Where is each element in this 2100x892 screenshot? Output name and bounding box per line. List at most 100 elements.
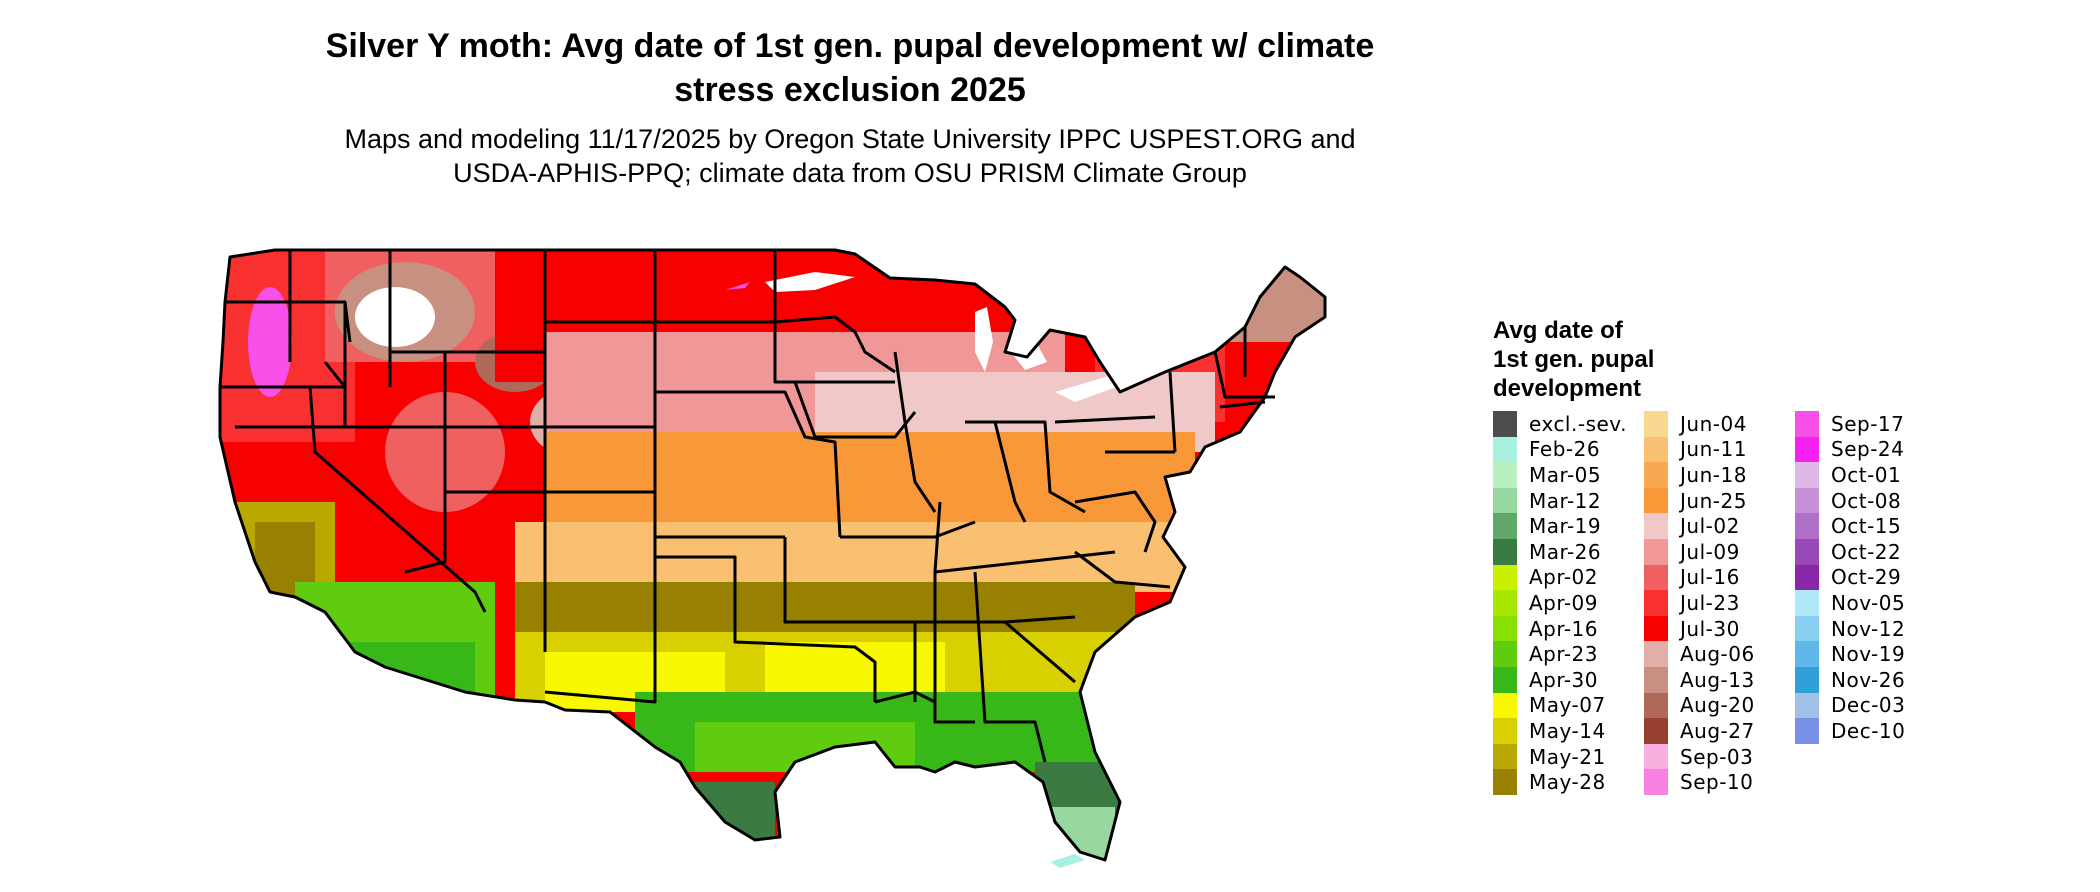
map-title-line-1: Silver Y moth: Avg date of 1st gen. pupa… xyxy=(325,27,1375,65)
legend-title-line-3: development xyxy=(1493,375,1642,402)
legend-label: May-28 xyxy=(1529,770,1606,795)
legend-swatch xyxy=(1644,692,1668,719)
map-subtitle: Maps and modeling 11/17/2025 by Oregon S… xyxy=(240,122,1460,190)
legend-label: Apr-16 xyxy=(1529,616,1598,641)
legend-swatch xyxy=(1644,718,1668,744)
legend-swatch xyxy=(1493,590,1517,616)
legend-label: Nov-19 xyxy=(1831,642,1906,667)
legend-label: Jun-04 xyxy=(1680,411,1747,436)
legend-item: Apr-09 xyxy=(1493,590,1644,616)
legend-item: Apr-23 xyxy=(1493,641,1644,667)
legend-item: Jul-16 xyxy=(1644,564,1795,591)
legend-label: Dec-10 xyxy=(1831,718,1906,743)
map-title: Silver Y moth: Avg date of 1st gen. pupa… xyxy=(240,24,1460,112)
legend-item: Sep-03 xyxy=(1644,743,1795,770)
legend-label: Apr-23 xyxy=(1529,642,1598,667)
legend-item: Feb-26 xyxy=(1493,436,1644,463)
legend-label: Nov-12 xyxy=(1831,616,1906,641)
legend-item: May-07 xyxy=(1493,692,1644,719)
legend-item: Sep-17 xyxy=(1795,411,1946,437)
legend-swatch xyxy=(1493,538,1517,565)
legend-item: excl.-sev. xyxy=(1493,411,1644,437)
legend-swatch xyxy=(1493,692,1517,719)
legend-swatch xyxy=(1795,590,1819,616)
legend-item: Mar-05 xyxy=(1493,462,1644,488)
legend-label: Jul-30 xyxy=(1680,616,1740,641)
legend-swatch xyxy=(1493,769,1517,795)
legend-label: Sep-24 xyxy=(1831,437,1905,462)
legend-swatch xyxy=(1795,487,1819,514)
legend-item: Nov-26 xyxy=(1795,666,1946,693)
legend-swatch xyxy=(1795,666,1819,693)
legend-swatch xyxy=(1795,641,1819,667)
legend-item: Oct-15 xyxy=(1795,513,1946,539)
map-subtitle-line-1: Maps and modeling 11/17/2025 by Oregon S… xyxy=(344,124,1356,154)
legend-item: Oct-22 xyxy=(1795,538,1946,565)
legend-item: Oct-08 xyxy=(1795,487,1946,514)
legend-swatch xyxy=(1795,718,1819,744)
us-map xyxy=(218,248,1327,868)
legend-label: Aug-13 xyxy=(1680,667,1755,692)
legend-column-3: Sep-17 Sep-24 Oct-01 Oct-08 Oct-15 Oct-22 Oct-… xyxy=(1795,411,1946,795)
legend-label: Aug-20 xyxy=(1680,693,1755,718)
legend-label: Aug-06 xyxy=(1680,642,1755,667)
legend-swatch xyxy=(1644,743,1668,770)
legend-item: Nov-12 xyxy=(1795,615,1946,642)
legend-swatch xyxy=(1493,666,1517,693)
map-legend: Avg date of 1st gen. pupal development e… xyxy=(1493,316,1973,806)
legend-label: Oct-29 xyxy=(1831,565,1902,590)
legend-swatch xyxy=(1493,487,1517,514)
legend-item: May-14 xyxy=(1493,718,1644,744)
legend-swatch xyxy=(1644,590,1668,616)
legend-item: Aug-13 xyxy=(1644,666,1795,693)
legend-item: Jun-25 xyxy=(1644,487,1795,514)
legend-item: Nov-05 xyxy=(1795,590,1946,616)
legend-label: May-14 xyxy=(1529,718,1606,743)
legend-title-line-1: Avg date of xyxy=(1493,317,1623,344)
legend-swatch xyxy=(1795,411,1819,437)
legend-item: Nov-19 xyxy=(1795,641,1946,667)
legend-label: Feb-26 xyxy=(1529,437,1601,462)
legend-item: Jul-02 xyxy=(1644,513,1795,539)
legend-swatch xyxy=(1493,513,1517,539)
legend-item: Mar-26 xyxy=(1493,538,1644,565)
legend-label: excl.-sev. xyxy=(1529,411,1627,436)
legend-swatch xyxy=(1644,487,1668,514)
legend-item: Apr-02 xyxy=(1493,564,1644,591)
legend-swatch xyxy=(1795,436,1819,463)
legend-item: Sep-24 xyxy=(1795,436,1946,463)
legend-swatch xyxy=(1795,462,1819,488)
legend-label: Apr-02 xyxy=(1529,565,1598,590)
legend-item: Jun-11 xyxy=(1644,436,1795,463)
legend-label: Dec-03 xyxy=(1831,693,1906,718)
legend-label: Apr-09 xyxy=(1529,590,1598,615)
legend-item: Mar-12 xyxy=(1493,487,1644,514)
legend-swatch xyxy=(1644,538,1668,565)
legend-title-line-2: 1st gen. pupal xyxy=(1493,346,1655,373)
legend-column-1: excl.-sev. Feb-26 Mar-05 Mar-12 Mar-19 Mar-26… xyxy=(1493,411,1644,795)
legend-label: May-07 xyxy=(1529,693,1606,718)
legend-swatch xyxy=(1493,411,1517,437)
legend-swatch xyxy=(1644,641,1668,667)
legend-swatch xyxy=(1493,615,1517,642)
map-title-line-2: stress exclusion 2025 xyxy=(674,71,1026,109)
legend-label: Nov-26 xyxy=(1831,667,1906,692)
legend-item: Dec-10 xyxy=(1795,718,1946,744)
legend-item: Jul-23 xyxy=(1644,590,1795,616)
legend-swatch xyxy=(1493,564,1517,591)
legend-label: Mar-26 xyxy=(1529,539,1602,564)
legend-label: Sep-17 xyxy=(1831,411,1905,436)
legend-label: Jun-18 xyxy=(1680,462,1747,487)
legend-label: Sep-03 xyxy=(1680,744,1754,769)
legend-swatch xyxy=(1795,615,1819,642)
legend-item: Jul-09 xyxy=(1644,538,1795,565)
legend-item: Sep-10 xyxy=(1644,769,1795,795)
legend-label: Jul-02 xyxy=(1680,514,1740,539)
legend-label: Oct-01 xyxy=(1831,462,1902,487)
legend-swatch xyxy=(1795,538,1819,565)
legend-swatch xyxy=(1493,462,1517,488)
legend-label: Jun-11 xyxy=(1680,437,1747,462)
legend-item: Aug-27 xyxy=(1644,718,1795,744)
legend-label: Mar-05 xyxy=(1529,462,1602,487)
legend-item: May-28 xyxy=(1493,769,1644,795)
